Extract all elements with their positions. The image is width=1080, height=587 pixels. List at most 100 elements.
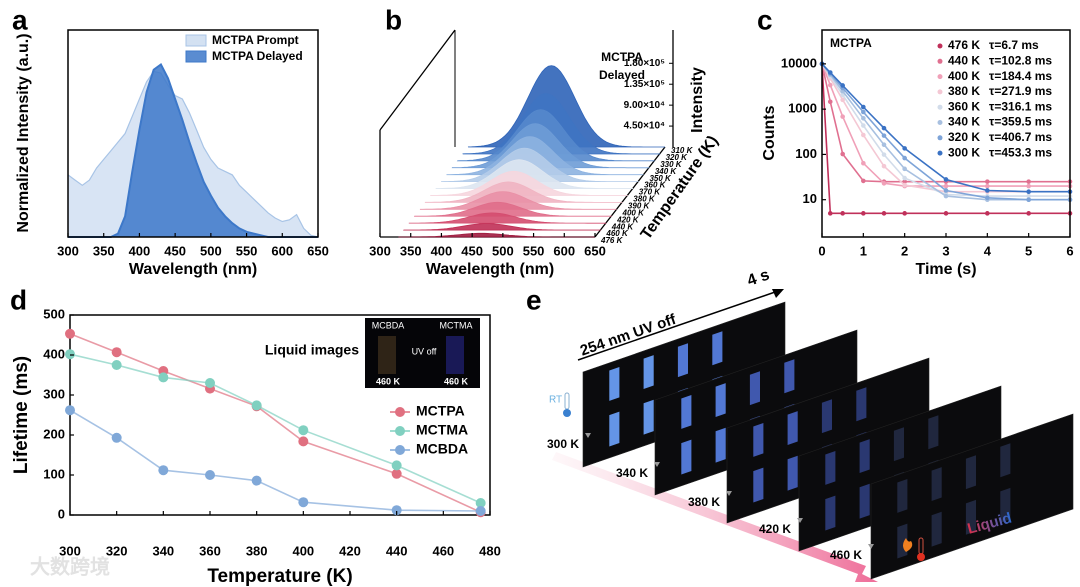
decay-point (943, 188, 949, 193)
spectrum (435, 159, 634, 189)
decay-point (861, 132, 866, 138)
decay-point (827, 99, 833, 105)
legend-marker (395, 407, 405, 417)
legend-marker (395, 426, 405, 436)
decay-point (881, 211, 887, 216)
legend-marker (937, 58, 943, 64)
series-point (205, 378, 215, 388)
vial (965, 455, 976, 490)
decay-point (840, 83, 845, 88)
decay-point (1026, 193, 1031, 199)
plot-frame (67, 29, 319, 238)
decay-point (985, 183, 990, 189)
z-tick-label: 360 K (644, 181, 667, 190)
x-tick-label: 6 (1066, 243, 1073, 258)
legend-lifetime: τ=6.7 ms (989, 38, 1039, 52)
series-point (158, 465, 169, 476)
x-tick-label: 650 (584, 243, 606, 258)
x-tick-label: 1 (860, 243, 867, 258)
vial (856, 387, 867, 422)
z-tick-label: 400 K (622, 208, 646, 217)
spectrum (424, 181, 624, 203)
legend-marker (937, 104, 943, 110)
decay-point (902, 175, 907, 181)
legend-lifetime: τ=102.8 ms (989, 53, 1052, 67)
x-tick-label: 380 (246, 543, 268, 558)
decay-point (861, 109, 866, 115)
vial (859, 483, 870, 519)
series-point (298, 497, 309, 508)
legend-label: 320 K (948, 130, 980, 144)
duration: 4 s (745, 266, 772, 289)
legend-marker (937, 43, 943, 49)
inset-label: MCTMA (440, 320, 473, 330)
spectrum (430, 170, 628, 196)
decay-point (985, 188, 990, 193)
legend-label: MCTPA (416, 403, 465, 419)
series-point (65, 328, 75, 339)
y-tick-label: 500 (43, 306, 65, 321)
axis-line (379, 29, 456, 131)
vial (787, 411, 798, 445)
x-tick-label: 300 (59, 543, 81, 558)
legend-marker (937, 150, 943, 156)
flame (903, 538, 913, 552)
vial (643, 399, 654, 435)
vial (681, 439, 692, 475)
legend-label: 340 K (948, 115, 980, 129)
x-tick-label: 450 (164, 243, 186, 258)
decay-point (1026, 197, 1031, 202)
decay-point (861, 178, 866, 184)
spectrum (440, 147, 640, 183)
annotation: Delayed (599, 68, 645, 82)
series-line (69, 353, 482, 504)
vial (859, 439, 870, 473)
decay-point (861, 211, 866, 216)
vial (1000, 443, 1011, 478)
vial (897, 479, 908, 513)
vial (715, 383, 726, 417)
y-tick-label: 9.00×10⁴ (624, 100, 665, 111)
legend-label: MCTPA Delayed (212, 49, 303, 63)
x-tick-label: 350 (93, 243, 115, 258)
series-point (111, 432, 122, 443)
temperature-label: 380 K (688, 495, 720, 509)
y-tick-label: 300 (43, 386, 65, 401)
x-tick-label: 0 (818, 243, 825, 258)
y-tick-label: 400 (43, 346, 65, 361)
legend-label: MCBDA (416, 441, 468, 457)
legend-lifetime: τ=271.9 ms (989, 84, 1052, 98)
series-point (251, 400, 262, 411)
annotation: MCTPA (601, 50, 643, 64)
decay-point (840, 114, 845, 119)
vial (821, 399, 832, 434)
decay-point (985, 179, 990, 184)
legend-label: MCTMA (416, 422, 468, 438)
decay-point (881, 125, 887, 131)
temperature-label: 340 K (616, 466, 648, 480)
y-axis-label: Lifetime (ms) (11, 356, 32, 474)
legend-label: 360 K (948, 99, 980, 113)
x-tick-label: 340 (152, 543, 174, 558)
spectrum (398, 232, 595, 238)
series-point (251, 475, 262, 486)
legend-marker (937, 120, 943, 125)
temperature-pointer (585, 433, 591, 438)
y-tick-label: 100 (795, 146, 817, 161)
vial (931, 467, 942, 501)
decay-line (821, 63, 1070, 183)
panel-label: c (757, 4, 773, 35)
temperature-pointer (797, 518, 803, 523)
temperature-arrow (552, 452, 878, 582)
vial (712, 331, 723, 366)
legend-label: 440 K (948, 53, 980, 67)
series-line (69, 409, 481, 512)
temperature-pointer (726, 491, 732, 496)
legend-label: 476 K (948, 38, 980, 52)
y-tick-label: 10000 (781, 55, 817, 70)
panel-label: d (10, 284, 27, 315)
vial (446, 336, 464, 374)
y-axis-label: Normalized Intensity (a.u.) (15, 33, 32, 232)
y-tick-label: 200 (43, 426, 65, 441)
chart-title: MCTPA (830, 36, 872, 50)
